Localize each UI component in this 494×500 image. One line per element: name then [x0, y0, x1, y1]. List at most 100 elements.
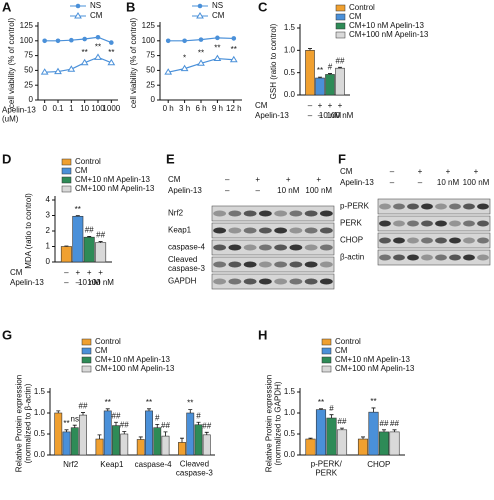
x-tick-label: caspase-4: [135, 460, 172, 469]
annotation: **: [198, 48, 204, 57]
blot-band: [289, 244, 303, 251]
blot-band: [228, 244, 242, 251]
legend-swatch: [321, 338, 332, 346]
blot-band: [304, 261, 318, 268]
blot-band: [319, 244, 333, 251]
blot-band: [258, 227, 272, 234]
panel-letter: C: [258, 0, 268, 14]
blot-band: [463, 220, 475, 227]
point: [67, 65, 76, 72]
error-bar: [56, 410, 61, 413]
y-tick-label: 125: [20, 21, 34, 30]
x-tick-label: 10: [80, 104, 89, 113]
y-axis-label: Relative Protein expression(normalized t…: [265, 375, 283, 472]
condition-value: 100 nM: [463, 178, 490, 187]
point: [82, 36, 87, 42]
condition-value: –: [256, 186, 261, 195]
legend-label: CM: [95, 346, 108, 355]
y-tick-label: 0.5: [284, 68, 296, 77]
legend-label: CM: [75, 166, 88, 175]
error-bar: [318, 76, 322, 79]
legend-label: NS: [90, 1, 101, 10]
bar: [186, 412, 195, 456]
y-tick-label: 1.5: [284, 23, 296, 32]
x-tick-label: 1: [69, 104, 74, 113]
line: [44, 36, 112, 44]
panel-letter: G: [2, 327, 12, 342]
error-bar: [75, 215, 80, 217]
blot-band: [393, 203, 405, 210]
panel-letter: H: [258, 327, 267, 342]
legend-swatch: [321, 365, 332, 373]
y-axis-label: cell viability (% of control): [7, 18, 16, 109]
blot-band: [228, 261, 242, 268]
bar: [315, 77, 325, 96]
error-bar: [64, 429, 69, 432]
legend-label: CM: [90, 11, 103, 20]
annotation: #: [196, 411, 201, 420]
blot-band: [449, 203, 461, 210]
annotation: ##: [336, 56, 345, 65]
blot-strip: [211, 256, 335, 273]
y-tick-label: 0.5: [284, 429, 296, 438]
y-tick-label: 50: [24, 66, 33, 75]
legend-swatch: [321, 347, 332, 355]
panel-letter: A: [2, 0, 12, 14]
panel-letter: E: [166, 151, 175, 166]
y-tick-label: 1.0: [34, 408, 46, 417]
blot-band: [477, 254, 489, 261]
annotation: ##: [338, 417, 347, 426]
annotation: **: [75, 205, 81, 214]
blot-band: [407, 254, 419, 261]
bar: [326, 417, 337, 456]
bar: [336, 429, 348, 456]
condition-value: +: [286, 175, 291, 184]
bar: [305, 438, 316, 456]
condition-label: CM: [168, 175, 181, 184]
blot-band: [449, 254, 461, 261]
blot-band: [393, 254, 405, 261]
error-bar: [328, 73, 332, 75]
legend-swatch: [81, 365, 92, 373]
error-bar: [114, 421, 118, 426]
panel-letter: B: [126, 0, 135, 14]
blot-band: [421, 220, 433, 227]
bar: [83, 236, 95, 263]
condition-label: CM: [340, 167, 353, 176]
bar: [95, 438, 104, 456]
blot-band: [319, 227, 333, 234]
bar: [315, 409, 327, 456]
point: [215, 35, 220, 41]
blot-band: [435, 203, 447, 210]
bar: [103, 410, 112, 456]
blot-band: [393, 237, 405, 244]
blot-strip: [377, 232, 491, 249]
blot-band: [435, 220, 447, 227]
y-tick-label: 0.0: [284, 90, 296, 99]
condition-value: –: [64, 278, 69, 287]
bar: [194, 424, 203, 456]
annotation: ##: [120, 421, 129, 430]
error-bar: [371, 407, 376, 413]
legend-label: CM+10 nM Apelin-13: [95, 355, 170, 364]
annotation: **: [231, 45, 237, 54]
bar: [202, 434, 211, 456]
blot-band: [319, 261, 333, 268]
error-bar: [196, 421, 201, 425]
blot-band: [243, 244, 257, 251]
annotation: **: [317, 66, 323, 75]
x-tick-label: 12 h: [226, 104, 242, 113]
error-bar: [81, 412, 85, 416]
legend-swatch: [335, 4, 346, 12]
bar: [79, 414, 87, 456]
legend-label: CM+10 nM Apelin-13: [349, 21, 424, 30]
error-bar: [105, 408, 110, 411]
x-tick-label: p-PERK/PERK: [311, 460, 343, 478]
blot-band: [463, 203, 475, 210]
legend-swatch: [61, 176, 72, 184]
condition-value: +: [316, 175, 321, 184]
condition-value: –: [64, 268, 69, 277]
y-tick-label: 0: [46, 257, 51, 266]
error-bar: [122, 431, 127, 434]
blot-band: [213, 227, 227, 234]
